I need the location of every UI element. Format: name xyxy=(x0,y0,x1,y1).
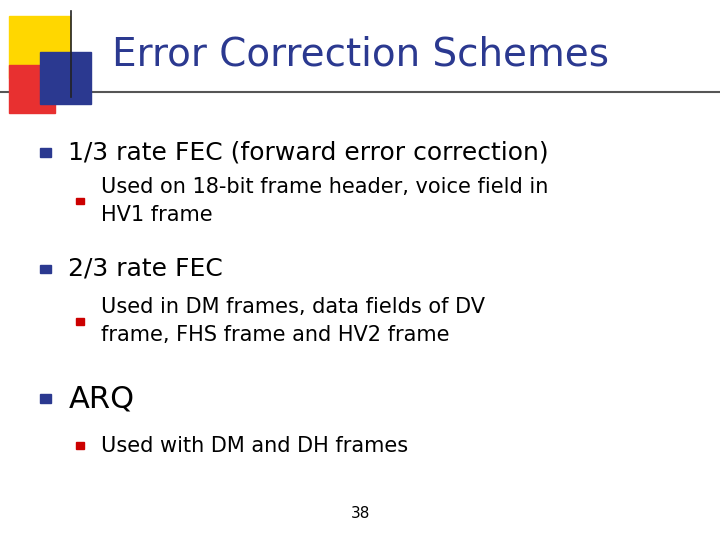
Text: Used on 18-bit frame header, voice field in
HV1 frame: Used on 18-bit frame header, voice field… xyxy=(101,177,548,225)
Bar xyxy=(40,394,51,403)
Bar xyxy=(40,148,51,157)
Text: 2/3 rate FEC: 2/3 rate FEC xyxy=(68,257,223,281)
Bar xyxy=(40,265,51,273)
Text: Used with DM and DH frames: Used with DM and DH frames xyxy=(101,435,408,456)
Text: ARQ: ARQ xyxy=(68,384,135,413)
Bar xyxy=(76,318,84,325)
Bar xyxy=(76,198,84,204)
Bar xyxy=(9,65,55,113)
Bar xyxy=(9,16,70,78)
Bar xyxy=(40,52,91,104)
Text: Error Correction Schemes: Error Correction Schemes xyxy=(112,35,608,73)
Text: 38: 38 xyxy=(351,505,369,521)
Text: 1/3 rate FEC (forward error correction): 1/3 rate FEC (forward error correction) xyxy=(68,140,549,164)
Bar xyxy=(76,442,84,449)
Text: Used in DM frames, data fields of DV
frame, FHS frame and HV2 frame: Used in DM frames, data fields of DV fra… xyxy=(101,298,485,345)
